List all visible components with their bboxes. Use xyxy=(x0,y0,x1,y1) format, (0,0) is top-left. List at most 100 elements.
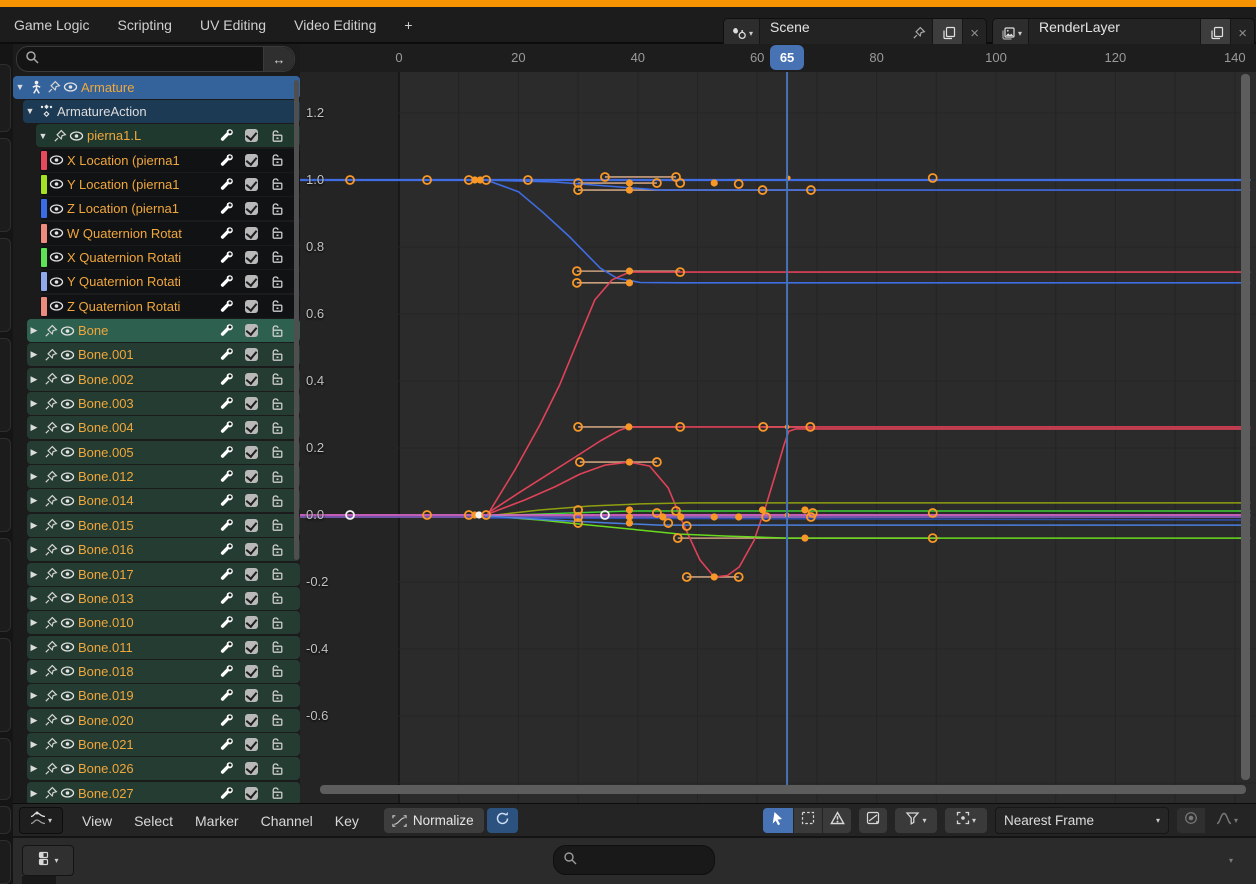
channel-enable-checkbox[interactable] xyxy=(245,372,258,386)
channel-enable-checkbox[interactable] xyxy=(245,397,258,411)
menu-channel[interactable]: Channel xyxy=(260,812,313,829)
disclosure-triangle-icon[interactable]: ▶ xyxy=(30,714,38,725)
channel-enable-checkbox[interactable] xyxy=(245,786,258,800)
channel-row-armatureaction[interactable]: ▼ ArmatureAction xyxy=(23,99,300,123)
box-select-tool-button[interactable] xyxy=(794,808,822,833)
lock-icon[interactable] xyxy=(269,761,284,776)
channel-enable-checkbox[interactable] xyxy=(245,177,258,191)
disclosure-triangle-icon[interactable]: ▶ xyxy=(30,349,38,360)
scene-unlink-button[interactable]: × xyxy=(962,19,986,47)
disclosure-triangle-icon[interactable]: ▼ xyxy=(25,106,35,117)
modifier-wrench-icon[interactable] xyxy=(219,274,234,289)
channel-row-pierna1.l[interactable]: ▼ pierna1.L xyxy=(36,124,300,148)
disclosure-triangle-icon[interactable]: ▶ xyxy=(30,787,38,798)
lock-icon[interactable] xyxy=(269,688,284,703)
modifier-wrench-icon[interactable] xyxy=(219,542,234,557)
disclosure-triangle-icon[interactable]: ▶ xyxy=(30,398,38,409)
editor-type-button-2[interactable]: ▾ xyxy=(22,845,74,876)
lock-icon[interactable] xyxy=(269,153,284,168)
channel-row-y-quaternion-rotati[interactable]: Y Quaternion Rotati xyxy=(40,270,300,294)
channel-row-bone.027[interactable]: ▶ Bone.027 xyxy=(27,781,300,803)
menu-key[interactable]: Key xyxy=(334,812,359,829)
lock-icon[interactable] xyxy=(269,323,284,338)
channel-row-bone.011[interactable]: ▶ Bone.011 xyxy=(27,635,300,659)
tab-video-editing[interactable]: Video Editing xyxy=(294,16,377,33)
modifier-wrench-icon[interactable] xyxy=(219,688,234,703)
snap-mode-dropdown[interactable]: Nearest Frame ▾ xyxy=(995,807,1169,834)
channel-row-bone.002[interactable]: ▶ Bone.002 xyxy=(27,367,300,391)
pivot-point-button[interactable]: ▾ xyxy=(945,808,987,833)
filter-dropdown-button[interactable]: ▾ xyxy=(895,808,937,833)
renderlayer-delete-button[interactable]: × xyxy=(1230,19,1254,47)
channel-enable-checkbox[interactable] xyxy=(245,275,258,289)
renderlayer-browse-button[interactable]: ▾ xyxy=(993,19,1030,47)
channel-enable-checkbox[interactable] xyxy=(245,664,258,678)
disclosure-triangle-icon[interactable]: ▶ xyxy=(30,617,38,628)
channel-row-bone.016[interactable]: ▶ Bone.016 xyxy=(27,538,300,562)
lock-icon[interactable] xyxy=(269,591,284,606)
modifier-wrench-icon[interactable] xyxy=(219,786,234,801)
warning-tool-button[interactable] xyxy=(823,808,851,833)
modifier-wrench-icon[interactable] xyxy=(219,299,234,314)
channel-search-field[interactable]: ↔ xyxy=(16,46,295,72)
channel-row-bone.020[interactable]: ▶ Bone.020 xyxy=(27,708,300,732)
lock-icon[interactable] xyxy=(269,640,284,655)
modifier-wrench-icon[interactable] xyxy=(219,713,234,728)
scene-name[interactable]: Scene xyxy=(770,19,810,35)
playhead-frame-badge[interactable]: 65 xyxy=(770,45,805,70)
channel-row-bone.014[interactable]: ▶ Bone.014 xyxy=(27,489,300,513)
channel-row-x-location-pierna1[interactable]: X Location (pierna1 xyxy=(40,148,300,172)
modifier-wrench-icon[interactable] xyxy=(219,591,234,606)
modifier-wrench-icon[interactable] xyxy=(219,323,234,338)
vertical-scrollbar[interactable] xyxy=(1241,74,1250,780)
disclosure-triangle-icon[interactable]: ▶ xyxy=(30,738,38,749)
disclosure-triangle-icon[interactable]: ▶ xyxy=(30,763,38,774)
lock-icon[interactable] xyxy=(269,177,284,192)
lock-icon[interactable] xyxy=(269,567,284,582)
channel-enable-checkbox[interactable] xyxy=(245,129,258,143)
lock-icon[interactable] xyxy=(269,493,284,508)
channel-row-armature[interactable]: ▼ Armature xyxy=(13,75,300,99)
modifier-wrench-icon[interactable] xyxy=(219,567,234,582)
modifier-wrench-icon[interactable] xyxy=(219,372,234,387)
channel-enable-checkbox[interactable] xyxy=(245,518,258,532)
channel-enable-checkbox[interactable] xyxy=(245,445,258,459)
lock-icon[interactable] xyxy=(269,542,284,557)
channel-row-bone.003[interactable]: ▶ Bone.003 xyxy=(27,392,300,416)
collapse-menu-button[interactable]: ▾ xyxy=(1217,848,1243,872)
modifier-wrench-icon[interactable] xyxy=(219,469,234,484)
auto-normalize-refresh-button[interactable] xyxy=(486,808,518,833)
channel-row-w-quaternion-rotat[interactable]: W Quaternion Rotat xyxy=(40,221,300,245)
channel-enable-checkbox[interactable] xyxy=(245,640,258,654)
channel-enable-checkbox[interactable] xyxy=(245,470,258,484)
lock-icon[interactable] xyxy=(269,786,284,801)
lock-icon[interactable] xyxy=(269,250,284,265)
channel-enable-checkbox[interactable] xyxy=(245,421,258,435)
channel-row-bone.001[interactable]: ▶ Bone.001 xyxy=(27,343,300,367)
channel-enable-checkbox[interactable] xyxy=(245,737,258,751)
lock-icon[interactable] xyxy=(269,372,284,387)
disclosure-triangle-icon[interactable]: ▶ xyxy=(30,446,38,457)
channel-enable-checkbox[interactable] xyxy=(245,543,258,557)
channel-row-bone.004[interactable]: ▶ Bone.004 xyxy=(27,416,300,440)
modifier-wrench-icon[interactable] xyxy=(219,201,234,216)
menu-view[interactable]: View xyxy=(82,812,113,829)
frame-ruler[interactable]: 0 20 40 60 80 100 120 140 65 xyxy=(300,44,1256,73)
disclosure-triangle-icon[interactable]: ▼ xyxy=(38,130,48,141)
editor-type-button[interactable]: ▾ xyxy=(19,807,63,834)
lock-icon[interactable] xyxy=(269,226,284,241)
modifier-wrench-icon[interactable] xyxy=(219,664,234,679)
channel-enable-checkbox[interactable] xyxy=(245,567,258,581)
channel-row-bone.017[interactable]: ▶ Bone.017 xyxy=(27,562,300,586)
disclosure-triangle-icon[interactable]: ▶ xyxy=(30,690,38,701)
channel-enable-checkbox[interactable] xyxy=(245,250,258,264)
proportional-edit-button[interactable] xyxy=(1177,808,1205,833)
scene-pin-button[interactable] xyxy=(903,19,932,47)
channel-row-bone.021[interactable]: ▶ Bone.021 xyxy=(27,732,300,756)
channel-enable-checkbox[interactable] xyxy=(245,713,258,727)
channel-enable-checkbox[interactable] xyxy=(245,616,258,630)
tab-scripting[interactable]: Scripting xyxy=(117,16,172,33)
scene-browse-button[interactable]: ▾ xyxy=(724,19,761,47)
renderlayer-new-button[interactable] xyxy=(1200,19,1231,47)
modifier-wrench-icon[interactable] xyxy=(219,518,234,533)
